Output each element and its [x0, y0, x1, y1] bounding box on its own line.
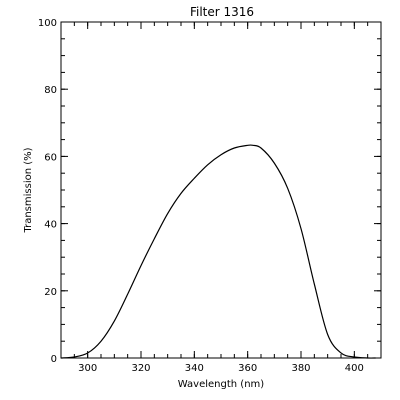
- x-tick-label: 400: [345, 363, 364, 374]
- transmission-curve: [60, 144, 376, 359]
- x-tick-label: 340: [185, 363, 204, 374]
- y-tick-label: 20: [44, 287, 57, 298]
- x-tick-label: 360: [238, 363, 257, 374]
- x-tick-label: 320: [131, 363, 150, 374]
- x-tick-label: 300: [78, 363, 97, 374]
- y-tick-label: 40: [44, 220, 57, 231]
- y-tick-label: 100: [38, 18, 57, 29]
- y-tick-label: 0: [51, 354, 57, 365]
- tick-labels: 300 320 340 360 380 400 0 20 40 60 80 100: [38, 18, 364, 374]
- chart-title: Filter 1316: [190, 5, 254, 19]
- x-axis-label: Wavelength (nm): [178, 379, 264, 390]
- y-tick-label: 60: [44, 152, 57, 163]
- x-tick-label: 380: [291, 363, 310, 374]
- y-axis-label: Transmission (%): [23, 147, 34, 233]
- y-tick-label: 80: [44, 85, 57, 96]
- plot-frame: [60, 21, 382, 359]
